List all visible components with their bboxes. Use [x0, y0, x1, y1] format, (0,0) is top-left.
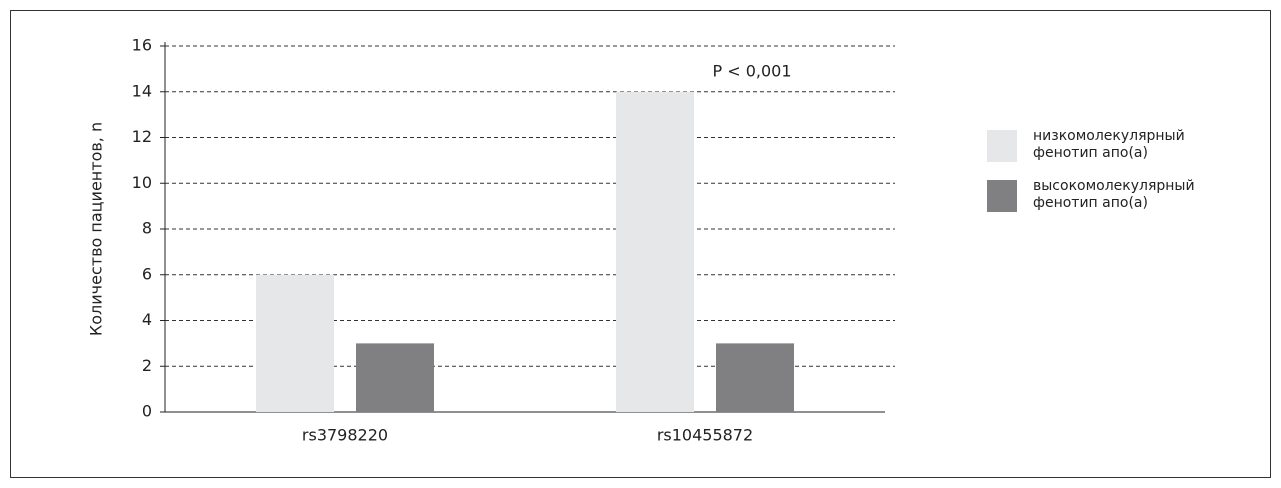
y-tick-label: 16	[132, 36, 152, 55]
legend-label: высокомолекулярный фенотип апо(а)	[1033, 178, 1195, 211]
y-axis-label: Количество пациентов, n	[87, 122, 106, 336]
x-tick-label: rs3798220	[302, 426, 388, 445]
legend-label: низкомолекулярный фенотип апо(а)	[1033, 128, 1185, 161]
bar	[616, 91, 694, 412]
y-tick-label: 2	[142, 356, 152, 375]
y-tick-label: 8	[142, 219, 152, 238]
y-tick-label: 10	[132, 173, 152, 192]
y-tick-label: 12	[132, 127, 152, 146]
y-tick-label: 4	[142, 310, 152, 329]
legend-swatch	[987, 130, 1017, 162]
y-tick-label: 0	[142, 402, 152, 421]
y-tick-label: 6	[142, 264, 152, 283]
bar	[716, 343, 794, 412]
bar	[356, 343, 434, 412]
y-tick-label: 14	[132, 81, 152, 100]
bar	[256, 274, 334, 412]
legend-swatch	[987, 180, 1017, 212]
annotation: P < 0,001	[712, 62, 791, 81]
frame	[10, 10, 1271, 478]
x-tick-label: rs10455872	[657, 426, 753, 445]
